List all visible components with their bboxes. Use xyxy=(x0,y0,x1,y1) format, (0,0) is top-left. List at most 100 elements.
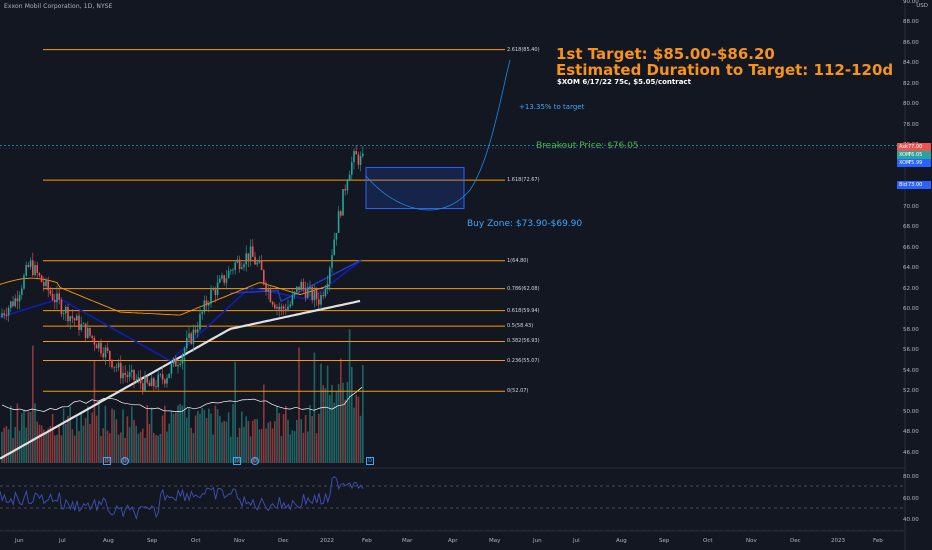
volume-bar xyxy=(304,415,307,463)
candle-body xyxy=(164,379,166,384)
volume-bar xyxy=(40,425,43,463)
volume-bar xyxy=(227,412,230,463)
candle-body xyxy=(234,262,236,270)
volume-bar xyxy=(256,418,258,463)
candle-body xyxy=(115,366,118,368)
volume-bar xyxy=(82,425,85,463)
volume-bar xyxy=(192,433,195,463)
candle-body xyxy=(280,306,283,310)
volume-bar xyxy=(353,407,355,463)
volume-bar xyxy=(348,329,351,463)
event-marker[interactable]: D xyxy=(103,457,111,465)
candle-body xyxy=(329,267,331,284)
volume-bar xyxy=(65,423,67,463)
volume-bar xyxy=(326,365,329,463)
candle-body xyxy=(117,362,120,368)
candle-body xyxy=(14,298,16,307)
candle-body xyxy=(300,281,302,290)
rsi-line xyxy=(0,476,364,521)
volume-bar xyxy=(359,415,362,463)
volume-bar xyxy=(238,427,241,463)
time-tick: Oct xyxy=(191,538,201,544)
volume-bar xyxy=(62,408,65,463)
candle-body xyxy=(340,211,342,216)
volume-bar xyxy=(21,413,23,463)
rsi-tick: 80.00 xyxy=(903,474,919,480)
volume-bar xyxy=(225,421,228,463)
candle-body xyxy=(282,306,285,309)
buy-zone-annotation: Buy Zone: $73.90-$69.90 xyxy=(467,219,583,229)
candles xyxy=(1,145,364,395)
candle-body xyxy=(179,363,181,365)
candle-body xyxy=(177,364,179,367)
candle-body xyxy=(104,347,107,358)
event-marker[interactable]: D xyxy=(233,457,241,465)
volume-bar xyxy=(122,409,124,463)
volume-bar xyxy=(324,388,327,463)
candle-body xyxy=(109,350,111,360)
candle-body xyxy=(159,374,162,376)
candle-body xyxy=(56,293,58,303)
candle-body xyxy=(168,373,170,378)
volume-bar xyxy=(126,416,129,463)
volume-bar xyxy=(170,411,173,463)
time-tick: Sep xyxy=(147,538,158,544)
candle-body xyxy=(137,377,140,380)
volume-bar xyxy=(280,435,283,463)
volume-bar xyxy=(190,427,192,463)
volume-bar xyxy=(153,432,155,463)
candle-body xyxy=(293,291,296,296)
time-tick: Jun xyxy=(15,538,24,544)
candle-body xyxy=(155,386,157,388)
candle-body xyxy=(71,316,74,319)
candle-body xyxy=(278,306,280,310)
time-tick: Sep xyxy=(659,538,670,544)
candle-body xyxy=(122,373,124,379)
event-marker[interactable]: D xyxy=(121,457,129,465)
volume-bar xyxy=(168,423,170,463)
volume-bar xyxy=(177,405,179,463)
candle-body xyxy=(296,286,298,292)
volume-bar xyxy=(241,411,243,463)
volume-bar xyxy=(263,384,265,463)
candle-body xyxy=(76,315,78,321)
candle-body xyxy=(124,373,126,376)
candle-body xyxy=(225,278,228,283)
drawing-overlay xyxy=(0,59,905,211)
projection-curve xyxy=(365,59,511,211)
volume-bar xyxy=(175,412,177,463)
event-marker[interactable]: D xyxy=(366,457,374,465)
time-tick: Dec xyxy=(790,538,801,544)
time-tick: Aug xyxy=(616,538,627,544)
candle-body xyxy=(318,299,320,305)
candle-body xyxy=(120,362,122,379)
price-badge: Bid73.00 xyxy=(897,181,931,189)
volume-bar xyxy=(309,405,311,463)
price-tick: 88.00 xyxy=(903,19,919,25)
volume-ma-line xyxy=(1,386,363,412)
badge-value: 77.00 xyxy=(908,144,923,150)
duration-annotation: Estimated Duration to Target: 112-120d xyxy=(556,61,894,79)
volume-bar xyxy=(351,366,353,463)
candle-body xyxy=(27,264,30,267)
candle-body xyxy=(192,329,195,344)
candle-body xyxy=(1,313,3,318)
price-badge: XOM76.05 xyxy=(897,151,931,159)
volume-bar xyxy=(267,422,269,463)
candle-body xyxy=(34,265,36,275)
candle-body xyxy=(170,363,173,374)
candle-body xyxy=(252,246,254,257)
fib-label: 0.5(58.43) xyxy=(507,323,534,330)
candle-body xyxy=(98,342,100,349)
time-tick: 2023 xyxy=(831,538,845,544)
volume-bar xyxy=(274,421,276,463)
volume-bar xyxy=(159,433,162,463)
event-marker[interactable]: D xyxy=(251,457,259,465)
volume-bar xyxy=(32,345,34,463)
volume-bar xyxy=(100,435,102,463)
candle-body xyxy=(54,300,56,303)
fib-label: 0.786(62.08) xyxy=(507,285,540,292)
volume-bar xyxy=(230,436,232,463)
volume-bar xyxy=(362,365,364,463)
